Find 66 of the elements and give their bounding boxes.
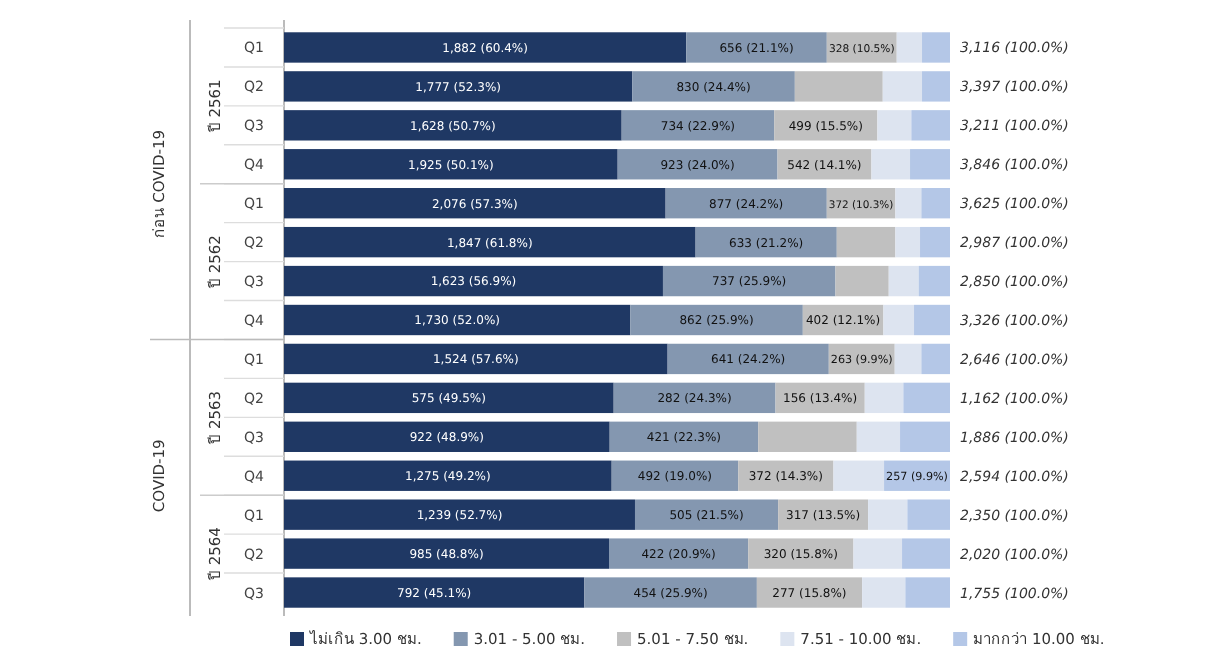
bar: [836, 226, 896, 258]
bar: [862, 577, 906, 608]
bar: [853, 538, 903, 569]
bar: [888, 265, 919, 297]
bar: [695, 226, 837, 258]
bar: [895, 226, 921, 258]
bar: [883, 304, 915, 336]
bar: [284, 226, 696, 258]
bar: [896, 32, 923, 63]
bar: [284, 32, 687, 63]
bar: [871, 149, 911, 180]
bar: [794, 71, 883, 102]
bar: [895, 188, 922, 219]
bar: [835, 265, 889, 297]
bar: [630, 304, 803, 336]
bar: [922, 71, 950, 102]
bar: [856, 421, 901, 452]
bar: [921, 343, 950, 375]
bar: [284, 382, 614, 414]
bar: [284, 149, 618, 180]
bar: [918, 265, 950, 297]
bar: [609, 538, 749, 569]
bar: [284, 538, 610, 569]
bar: [910, 149, 950, 180]
bar: [284, 499, 635, 530]
bar: [284, 577, 585, 608]
bar: [778, 499, 869, 530]
bar: [905, 577, 950, 608]
bar: [284, 110, 622, 141]
bar: [621, 110, 775, 141]
bar: [756, 577, 863, 608]
bar: [584, 577, 757, 608]
bar: [902, 538, 950, 569]
bar: [665, 188, 827, 219]
bar: [609, 421, 759, 452]
bar: [634, 499, 779, 530]
bar: [864, 382, 904, 414]
bar: [748, 538, 854, 569]
bar: [284, 304, 631, 336]
bar: [877, 110, 912, 141]
bar: [907, 499, 950, 530]
bar: [758, 421, 857, 452]
bar: [617, 149, 778, 180]
bar: [903, 382, 950, 414]
bar: [914, 304, 950, 336]
bar: [284, 343, 668, 375]
bar: [894, 343, 922, 375]
bar: [922, 32, 950, 63]
bar: [632, 71, 795, 102]
bar: [662, 265, 836, 297]
bar: [921, 188, 950, 219]
bar: [911, 110, 950, 141]
bar: [284, 188, 666, 219]
bar: [920, 226, 950, 258]
bar: [284, 460, 612, 491]
bar: [686, 32, 827, 63]
bar: [868, 499, 908, 530]
bar: [667, 343, 829, 375]
bar: [284, 421, 610, 452]
bar: [774, 110, 878, 141]
bar: [833, 460, 885, 491]
bar: [284, 71, 633, 102]
bar: [882, 71, 923, 102]
bar: [284, 265, 663, 297]
bar: [613, 382, 776, 414]
bar: [900, 421, 950, 452]
